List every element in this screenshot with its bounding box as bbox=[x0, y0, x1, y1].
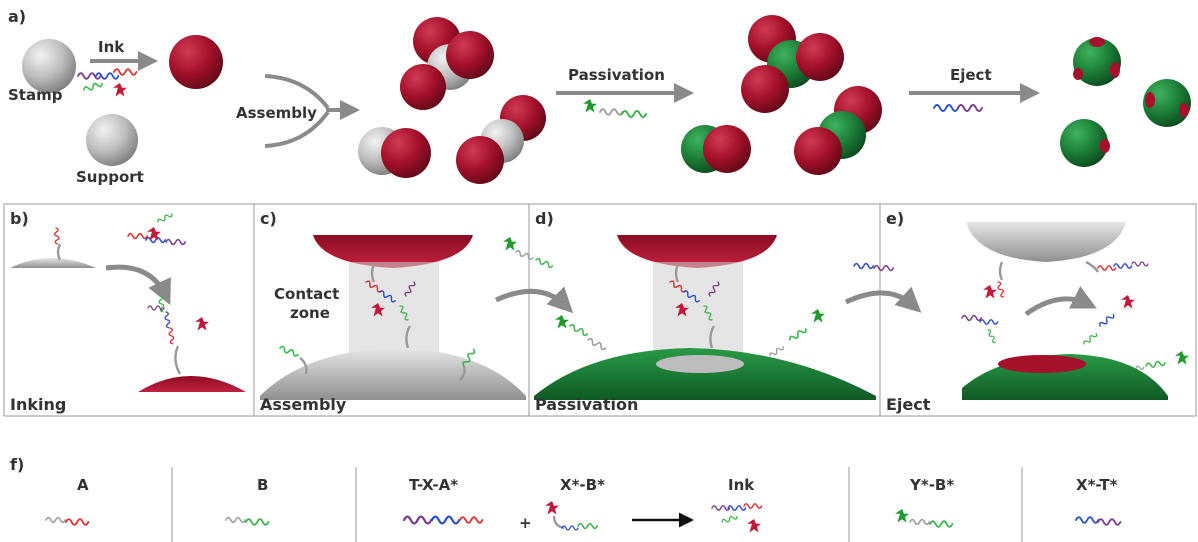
stamp-strand bbox=[53, 227, 62, 261]
passivation-label: Passivation bbox=[568, 66, 665, 84]
panel-d-letter: d) bbox=[535, 209, 554, 228]
panel-a-letter: a) bbox=[8, 7, 26, 26]
legend-B-label: B bbox=[257, 476, 268, 494]
stamp-label: Stamp bbox=[8, 86, 63, 104]
right-dsDNA bbox=[459, 347, 477, 381]
eject-label: Eject bbox=[950, 66, 992, 84]
grey-contact-patch bbox=[656, 355, 744, 373]
panel-f-letter: f) bbox=[10, 455, 24, 474]
red-patch-e bbox=[998, 355, 1086, 373]
ejected-strands bbox=[961, 260, 1149, 344]
free-ink-strand bbox=[127, 211, 186, 246]
panel-b-caption: Inking bbox=[10, 395, 66, 414]
passivated-dimers bbox=[681, 15, 882, 175]
grey-particle-bottom bbox=[260, 348, 526, 400]
passivation-strand bbox=[583, 99, 647, 118]
transition-c-d bbox=[494, 237, 574, 314]
panel-c-letter: c) bbox=[260, 209, 277, 228]
legend-YB-strand bbox=[895, 509, 954, 528]
legend-dividers bbox=[171, 467, 1023, 542]
panel-e: e) Eject bbox=[886, 209, 1189, 414]
eject-strand bbox=[933, 104, 983, 112]
red-particle-inked bbox=[169, 35, 223, 89]
panel-c-caption: Assembly bbox=[260, 395, 347, 414]
panel-a: a) Stamp Support Ink Assembly bbox=[8, 7, 1191, 186]
left-dsDNA bbox=[278, 344, 308, 375]
legend-A-strand bbox=[45, 516, 90, 526]
panel-e-letter: e) bbox=[886, 209, 904, 228]
legend-A-label: A bbox=[77, 476, 89, 494]
legend-Ink-strand bbox=[711, 503, 763, 533]
legend-plus: + bbox=[519, 514, 532, 532]
panel-b: b) Inking bbox=[10, 209, 246, 414]
inking-arrow bbox=[105, 264, 171, 306]
red-particle-top bbox=[313, 235, 473, 268]
red-particle-cap bbox=[138, 376, 246, 392]
contact-strands-d bbox=[668, 263, 721, 349]
assembly-arrow bbox=[264, 74, 360, 148]
legend-Ink-label: Ink bbox=[728, 476, 755, 494]
legend-TXA-strand bbox=[402, 515, 484, 525]
grey-stamp-top-e bbox=[966, 222, 1126, 262]
red-particle-top-d bbox=[617, 235, 777, 268]
panel-d-caption: Passivation bbox=[535, 395, 638, 414]
ink-strand-cluster bbox=[77, 68, 138, 97]
assembly-label: Assembly bbox=[236, 104, 317, 122]
contact-label-2: zone bbox=[290, 304, 330, 322]
legend-B-strand bbox=[225, 516, 270, 526]
contact-strands bbox=[364, 263, 417, 349]
stamp-particle bbox=[22, 39, 76, 93]
panels-row bbox=[3, 203, 1197, 417]
patchy-particles bbox=[1060, 37, 1191, 167]
panel-b-letter: b) bbox=[10, 209, 29, 228]
support-label: Support bbox=[76, 168, 144, 186]
contact-label-1: Contact bbox=[274, 285, 339, 303]
legend-YB-label: Y*-B* bbox=[909, 476, 954, 494]
hybridized-strand bbox=[147, 295, 209, 375]
legend-XB-strand bbox=[545, 501, 598, 531]
stamp-cap bbox=[10, 258, 96, 268]
legend-XB-label: X*-B* bbox=[560, 476, 605, 494]
legend-XT-label: X*-T* bbox=[1076, 476, 1118, 494]
panel-c: c) Contact zone Assembly bbox=[260, 209, 526, 414]
ink-label: Ink bbox=[98, 38, 125, 56]
green-particle-bottom bbox=[534, 348, 876, 400]
assembled-dimers bbox=[358, 17, 546, 184]
legend-TXA-label: T-X-A* bbox=[409, 476, 458, 494]
eject-curve-arrow bbox=[1024, 286, 1097, 317]
panel-e-caption: Eject bbox=[886, 395, 931, 414]
transition-d-e bbox=[844, 262, 922, 313]
legend-XT-strand bbox=[1075, 516, 1122, 526]
panel-d: d) Passivation bbox=[534, 209, 876, 414]
support-particle bbox=[86, 114, 138, 166]
panel-f: f) A B T-X-A* + X*-B* bbox=[10, 455, 1122, 542]
